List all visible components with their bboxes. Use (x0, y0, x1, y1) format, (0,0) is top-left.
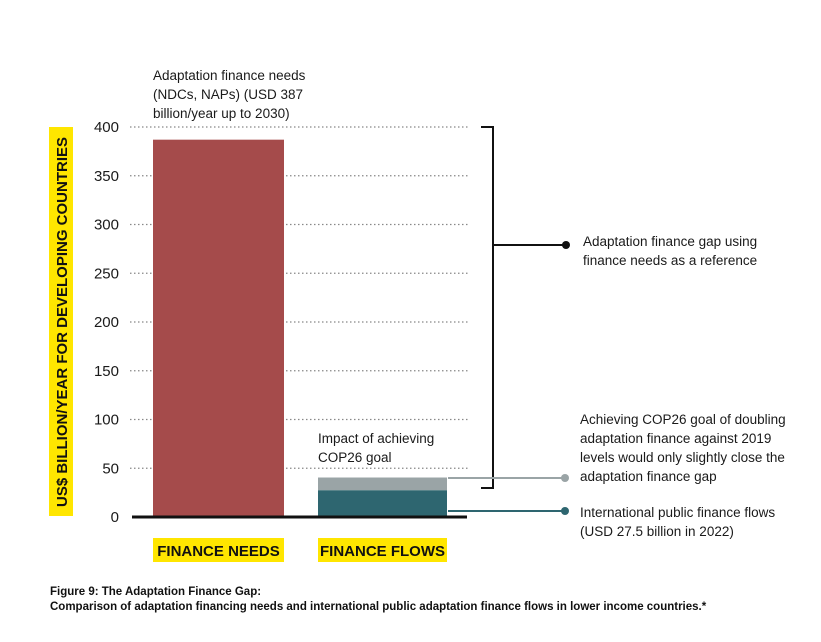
needs-annotation-line: Adaptation finance needs (153, 68, 306, 83)
gap-annotation-line: Adaptation finance gap using (583, 234, 757, 249)
cop26-annotation-line: adaptation finance against 2019 (580, 431, 771, 446)
flows-pointer-dot (561, 507, 569, 515)
y-tick-label: 0 (111, 509, 119, 526)
y-tick-label: 50 (102, 460, 119, 477)
needs-annotation-line: (NDCs, NAPs) (USD 387 (153, 87, 303, 102)
gap-pointer-dot (562, 241, 570, 249)
flows-annotation: International public finance flows (USD … (580, 505, 779, 539)
bar-finance-flows (318, 490, 447, 517)
caption-title: Figure 9: The Adaptation Finance Gap: (50, 586, 262, 598)
y-tick-label: 100 (94, 412, 119, 429)
y-axis-label: US$ BILLION/YEAR FOR DEVELOPING COUNTRIE… (54, 137, 71, 507)
y-tick-label: 250 (94, 265, 119, 282)
bar-finance-needs (153, 139, 284, 518)
cop26-annotation-line: adaptation finance gap (580, 469, 717, 484)
y-tick-label: 200 (94, 314, 119, 331)
cop26-annotation-line: levels would only slightly close the (580, 450, 785, 465)
flows-annotation-line: International public finance flows (580, 505, 775, 520)
needs-annotation: Adaptation finance needs (NDCs, NAPs) (U… (153, 68, 309, 121)
needs-annotation-line: billion/year up to 2030) (153, 106, 290, 121)
category-label-needs: FINANCE NEEDS (157, 543, 280, 560)
cop26-annotation: Achieving COP26 goal of doubling adaptat… (580, 412, 789, 484)
bar-cop26-impact (318, 477, 447, 491)
gap-annotation-line: finance needs as a reference (583, 253, 757, 268)
y-tick-labels: 0 50 100 150 200 250 300 350 400 (94, 119, 119, 526)
impact-annotation: Impact of achieving COP26 goal (318, 431, 438, 465)
y-tick-label: 400 (94, 119, 119, 136)
y-tick-label: 300 (94, 217, 119, 234)
bars (153, 139, 447, 518)
impact-annotation-line: Impact of achieving (318, 431, 434, 446)
figure-caption: Figure 9: The Adaptation Finance Gap: Co… (50, 585, 810, 615)
gap-annotation: Adaptation finance gap using finance nee… (583, 234, 761, 268)
gap-bracket (481, 126, 494, 489)
cop26-pointer-dot (561, 474, 569, 482)
cop26-annotation-line: Achieving COP26 goal of doubling (580, 412, 786, 427)
category-label-flows: FINANCE FLOWS (320, 543, 445, 560)
caption-text: Comparison of adaptation financing needs… (50, 601, 707, 613)
flows-annotation-line: (USD 27.5 billion in 2022) (580, 524, 734, 539)
category-highlight-flows (318, 538, 447, 562)
category-highlight-needs (153, 538, 284, 562)
impact-annotation-line: COP26 goal (318, 450, 392, 465)
y-tick-label: 150 (94, 363, 119, 380)
y-tick-label: 350 (94, 168, 119, 185)
y-axis-label-highlight (49, 127, 73, 516)
